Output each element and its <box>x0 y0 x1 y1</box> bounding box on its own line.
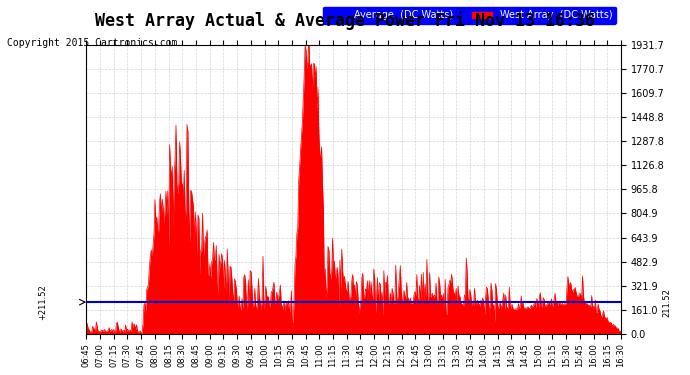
Text: 211.52: 211.52 <box>662 288 671 316</box>
Legend: Average  (DC Watts), West Array  (DC Watts): Average (DC Watts), West Array (DC Watts… <box>323 6 616 24</box>
Text: Copyright 2015 Cartronics.com: Copyright 2015 Cartronics.com <box>7 38 177 48</box>
Text: +211.52: +211.52 <box>39 284 48 320</box>
Text: West Array Actual & Average Power Fri Nov 13 16:36: West Array Actual & Average Power Fri No… <box>95 11 595 30</box>
